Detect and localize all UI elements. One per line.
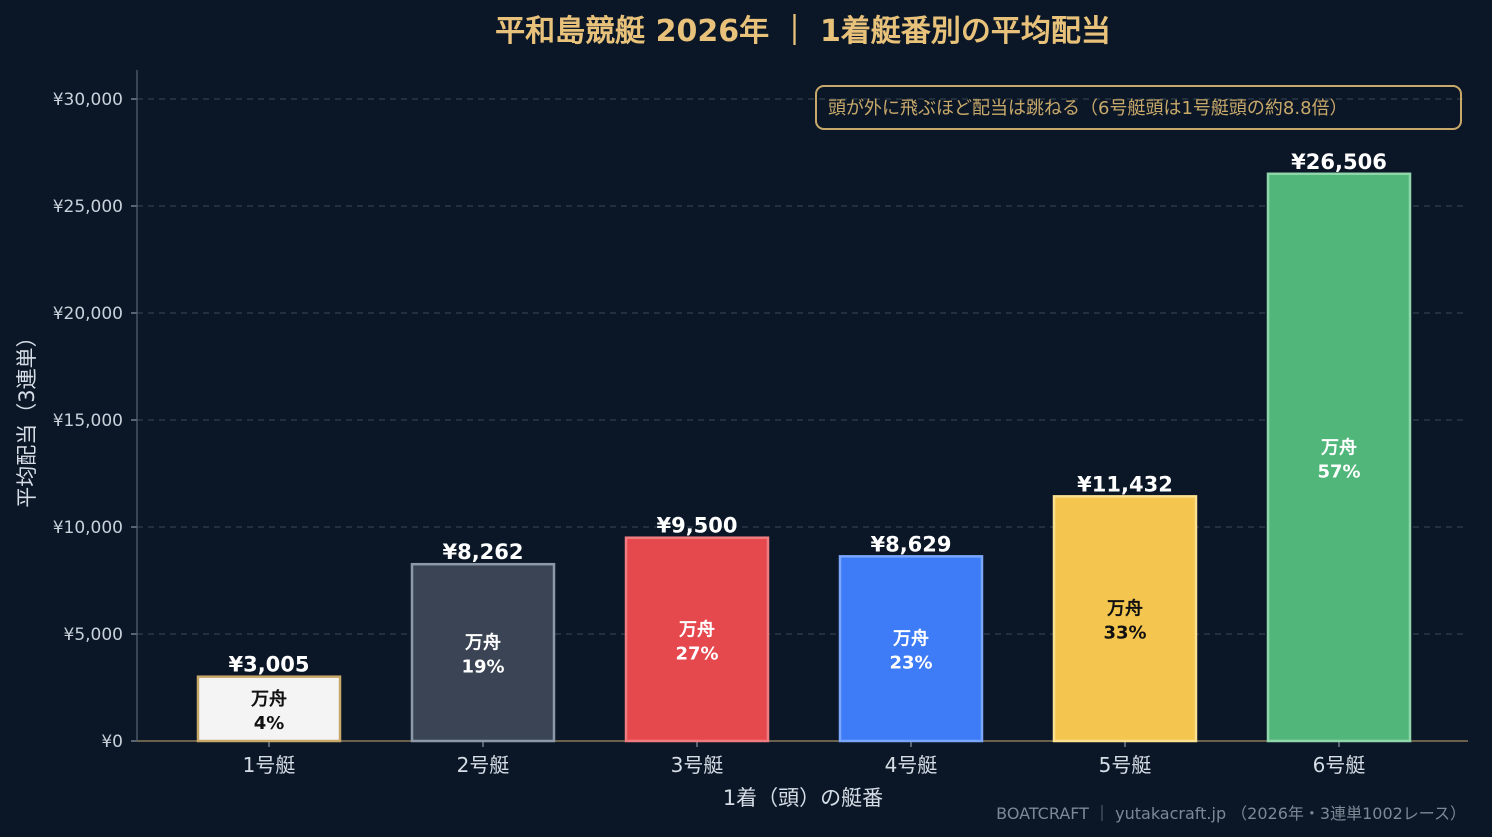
annotation-text: 頭が外に飛ぶほど配当は跳ねる（6号艇頭は1号艇頭の約8.8倍） <box>828 98 1348 119</box>
value-label: ¥9,500 <box>656 514 737 538</box>
y-tick-label: ¥10,000 <box>53 518 123 538</box>
manshu-label: 万舟 <box>464 632 501 654</box>
bar-5 <box>1052 495 1198 743</box>
bar-4 <box>838 555 984 743</box>
bar-1 <box>196 675 342 743</box>
value-label: ¥8,262 <box>442 540 523 564</box>
y-tick-label: ¥15,000 <box>53 411 123 431</box>
annotation-frame <box>815 85 1462 130</box>
x-axis-title: 1着（頭）の艇番 <box>723 786 883 810</box>
y-axis-title: 平均配当（3連単） <box>15 326 39 507</box>
axes: ¥0 ¥5,000 ¥10,000 ¥15,000 ¥20,000 ¥25,000 ¥30,… <box>53 70 1468 777</box>
annotation-box: 頭が外に飛ぶほど配当は跳ねる（6号艇頭は1号艇頭の約8.8倍） <box>815 85 1462 130</box>
manshu-percent: 33% <box>1103 623 1146 644</box>
manshu-percent: 4% <box>254 713 285 734</box>
manshu-percent: 19% <box>461 657 504 678</box>
manshu-percent: 27% <box>675 643 718 664</box>
x-tick-label: 4号艇 <box>885 753 938 777</box>
bar-3 <box>624 536 770 743</box>
manshu-percent: 57% <box>1317 461 1360 482</box>
manshu-label: 万舟 <box>1106 598 1143 620</box>
x-tick-label: 5号艇 <box>1099 753 1152 777</box>
bar-6 <box>1266 172 1412 743</box>
y-tick-label: ¥30,000 <box>53 90 123 110</box>
y-tick-label: ¥20,000 <box>53 304 123 324</box>
x-tick-label: 6号艇 <box>1313 753 1366 777</box>
manshu-percent: 23% <box>889 653 932 674</box>
x-tick-label: 1号艇 <box>243 753 296 777</box>
y-tick-label: ¥5,000 <box>64 625 123 645</box>
footer-credit: BOATCRAFT ｜ yutakacraft.jp （2026年・3連単100… <box>996 804 1466 823</box>
chart-title: 平和島競艇 2026年 ｜ 1着艇番別の平均配当 <box>495 14 1111 49</box>
y-tick-label: ¥25,000 <box>53 197 123 217</box>
value-label: ¥11,432 <box>1077 472 1173 496</box>
value-label: ¥3,005 <box>228 653 309 677</box>
manshu-label: 万舟 <box>1320 436 1357 458</box>
manshu-label: 万舟 <box>892 628 929 650</box>
bar-2 <box>410 562 556 743</box>
manshu-label: 万舟 <box>678 618 715 640</box>
manshu-label: 万舟 <box>250 688 287 710</box>
x-tick-label: 3号艇 <box>671 753 724 777</box>
bars: ¥3,005 万舟 4% ¥8,262 万舟 19% ¥9,500 万舟 27% ¥8,629 万舟… <box>196 150 1412 743</box>
grid <box>137 98 1468 635</box>
value-label: ¥26,506 <box>1291 150 1387 174</box>
x-tick-label: 2号艇 <box>457 753 510 777</box>
value-label: ¥8,629 <box>870 532 951 556</box>
y-tick-label: ¥0 <box>101 732 123 752</box>
